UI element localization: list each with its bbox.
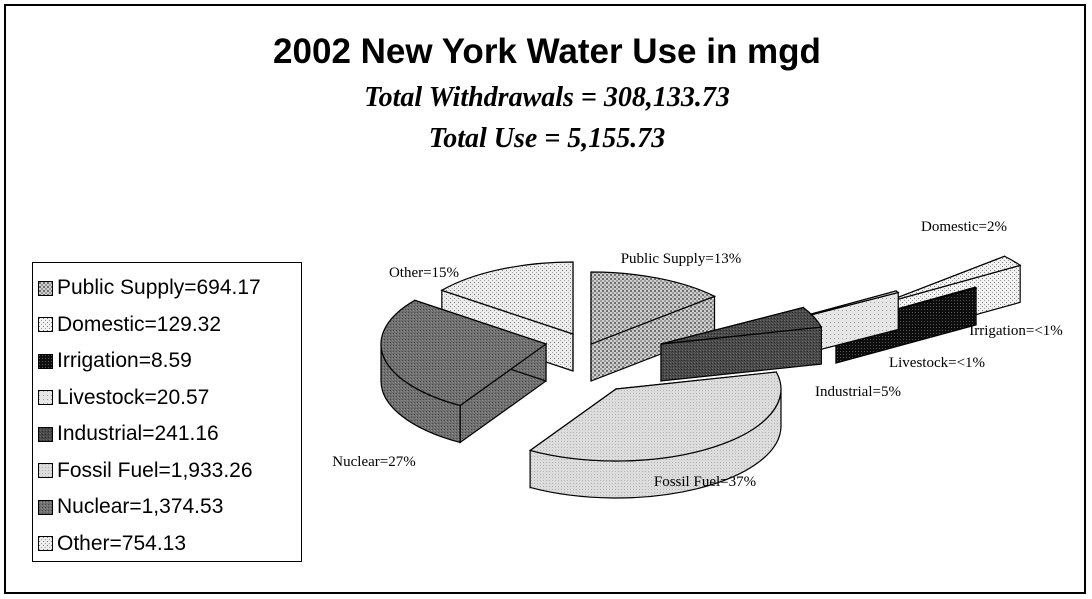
- slice-label-fossil-fuel: Fossil Fuel=37%: [654, 474, 756, 490]
- pie-slices: [381, 256, 1020, 498]
- slice-label-domestic: Domestic=2%: [921, 219, 1007, 235]
- chart-frame: 2002 New York Water Use in mgd Total Wit…: [4, 4, 1086, 594]
- slice-label-nuclear: Nuclear=27%: [332, 454, 415, 470]
- slice-label-irrigation: Irrigation=<1%: [969, 323, 1063, 339]
- slice-label-industrial: Industrial=5%: [815, 384, 901, 400]
- slice-label-livestock: Livestock=<1%: [889, 355, 985, 371]
- pie-chart-3d: Public Supply=13% Domestic=2% Irrigation=<…: [6, 6, 1088, 596]
- slice-label-other: Other=15%: [389, 265, 459, 281]
- slice-label-public-supply: Public Supply=13%: [621, 251, 742, 267]
